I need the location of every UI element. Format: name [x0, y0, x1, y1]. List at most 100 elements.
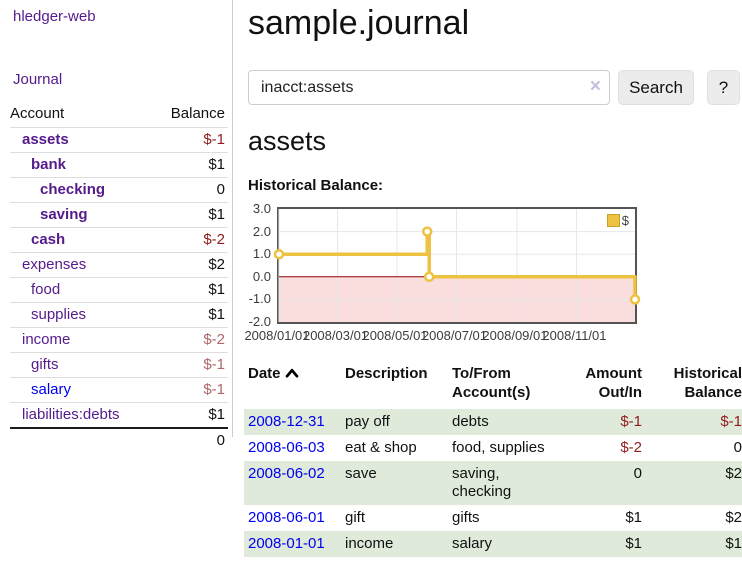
transaction-description: income [345, 535, 394, 552]
transaction-date-link[interactable]: 2008-06-02 [248, 465, 325, 482]
x-axis-tick-label: 2008/07/01 [421, 328, 488, 343]
account-link-expenses[interactable]: expenses [22, 256, 87, 273]
transaction-date-link[interactable]: 2008-06-03 [248, 439, 325, 456]
register-header-description: Description [345, 365, 428, 382]
register-header-date[interactable]: Date [244, 362, 341, 409]
transaction-amount: $-2 [620, 439, 642, 456]
transaction-balance: $2 [725, 509, 742, 526]
brand-link[interactable]: hledger-web [13, 8, 96, 25]
transaction-balance: $-1 [720, 413, 742, 430]
table-row: expenses $2 [10, 252, 228, 278]
account-balance: $-1 [203, 131, 225, 148]
table-row: salary $-1 [10, 377, 228, 403]
x-axis-tick-label: 2008/03/01 [302, 328, 369, 343]
chart-plot-area: $ [273, 207, 641, 324]
help-button[interactable]: ? [707, 70, 740, 105]
table-row: 2008-06-02 save saving, checking 0 $2 [244, 461, 742, 505]
table-row: bank $1 [10, 152, 228, 178]
transaction-description: pay off [345, 413, 390, 430]
transaction-date-link[interactable]: 2008-06-01 [248, 509, 325, 526]
y-axis-tick-label: 0.0 [252, 268, 271, 284]
date-header-label: Date [248, 365, 281, 382]
y-axis-tick-label: 3.0 [252, 201, 271, 216]
transaction-amount: $1 [625, 535, 642, 552]
transaction-balance: 0 [733, 439, 742, 456]
account-balance: $1 [208, 156, 225, 173]
search-input[interactable] [248, 70, 610, 105]
account-balance: $-2 [203, 231, 225, 248]
table-row: cash $-2 [10, 227, 228, 253]
accounts-total: 0 [216, 432, 225, 449]
search-form: × Search ? [248, 70, 742, 105]
sidebar: hledger-web Journal Account Balance asse… [0, 0, 233, 449]
x-axis-tick-label: 2008/01/01 [244, 328, 310, 343]
data-point-marker [422, 226, 433, 237]
balance-chart: $ 3.0 2.0 1.0 0.0 -1.0 -2.0 2008/01/01 2008/03/… [244, 201, 742, 347]
search-button[interactable]: Search [618, 70, 694, 105]
transaction-date-link[interactable]: 2008-01-01 [248, 535, 325, 552]
x-axis-tick-label: 2008/05/01 [362, 328, 428, 343]
data-point-marker [629, 294, 641, 305]
accounts-table: Account Balance assets $-1 bank $1 check… [10, 102, 228, 453]
data-point-marker [423, 271, 435, 283]
data-point-marker [273, 248, 285, 260]
account-link-gifts[interactable]: gifts [31, 356, 59, 373]
transaction-accounts: debts [452, 413, 489, 430]
legend-colorbox [606, 214, 620, 227]
account-balance: $-2 [203, 331, 225, 348]
transaction-date-link[interactable]: 2008-12-31 [248, 413, 325, 430]
main-content: sample.journal × Search ? assets Histori… [244, 0, 742, 557]
chart-title: Historical Balance: [248, 177, 384, 194]
table-row: liabilities:debts $1 [10, 402, 228, 429]
table-row: supplies $1 [10, 302, 228, 328]
table-row: income $-2 [10, 327, 228, 353]
register-header-amount: Amount Out/In [585, 365, 642, 401]
transaction-amount: 0 [633, 465, 642, 482]
account-link-income[interactable]: income [22, 331, 71, 348]
sidebar-item-journal[interactable]: Journal [13, 71, 63, 88]
table-row: checking 0 [10, 177, 228, 203]
account-link-food[interactable]: food [31, 281, 61, 298]
account-link-assets[interactable]: assets [22, 131, 69, 148]
transaction-accounts: salary [452, 535, 493, 552]
y-axis-tick-label: -1.0 [248, 291, 271, 307]
accounts-total-row: 0 [10, 428, 228, 453]
register-table: Date Description To/From Account(s) Amou… [244, 362, 742, 557]
table-row: 2008-06-01 gift gifts $1 $2 [244, 505, 742, 531]
transaction-description: save [345, 465, 377, 482]
x-axis-tick-label: 2008/09/01 [482, 328, 548, 343]
transaction-balance: $1 [725, 535, 742, 552]
account-link-supplies[interactable]: supplies [31, 306, 87, 323]
y-axis-tick-label: 1.0 [252, 246, 271, 262]
account-link-salary[interactable]: salary [31, 381, 72, 398]
account-balance: $1 [208, 281, 225, 298]
transaction-description: eat & shop [345, 439, 417, 456]
account-link-cash[interactable]: cash [31, 231, 66, 248]
table-row: gifts $-1 [10, 352, 228, 378]
account-balance: $1 [208, 206, 225, 223]
account-link-saving[interactable]: saving [40, 206, 88, 223]
account-link-checking[interactable]: checking [40, 181, 106, 198]
table-row: assets $-1 [10, 127, 228, 153]
account-link-bank[interactable]: bank [31, 156, 67, 173]
page-title: sample.journal [248, 4, 470, 42]
table-row: 2008-01-01 income salary $1 $1 [244, 531, 742, 557]
account-balance: $2 [208, 256, 225, 273]
register-header-account: To/From Account(s) [452, 365, 531, 401]
account-balance: $-1 [203, 381, 225, 398]
sort-ascending-icon [285, 368, 298, 378]
register-header-balance: Historical Balance [673, 365, 742, 401]
table-row: 2008-12-31 pay off debts $-1 $-1 [244, 409, 742, 435]
transaction-balance: $2 [725, 465, 742, 482]
account-balance: $1 [208, 406, 225, 423]
table-row: food $1 [10, 277, 228, 303]
account-link-liabilities-debts[interactable]: liabilities:debts [22, 406, 120, 423]
clear-search-icon[interactable]: × [589, 76, 601, 97]
account-balance: $-1 [203, 356, 225, 373]
transaction-description: gift [345, 509, 366, 526]
accounts-header-balance: Balance [170, 105, 225, 122]
account-balance: $1 [208, 306, 225, 323]
transaction-accounts: food, supplies [452, 439, 545, 456]
chart-legend: $ [606, 213, 629, 228]
legend-label: $ [621, 213, 629, 228]
